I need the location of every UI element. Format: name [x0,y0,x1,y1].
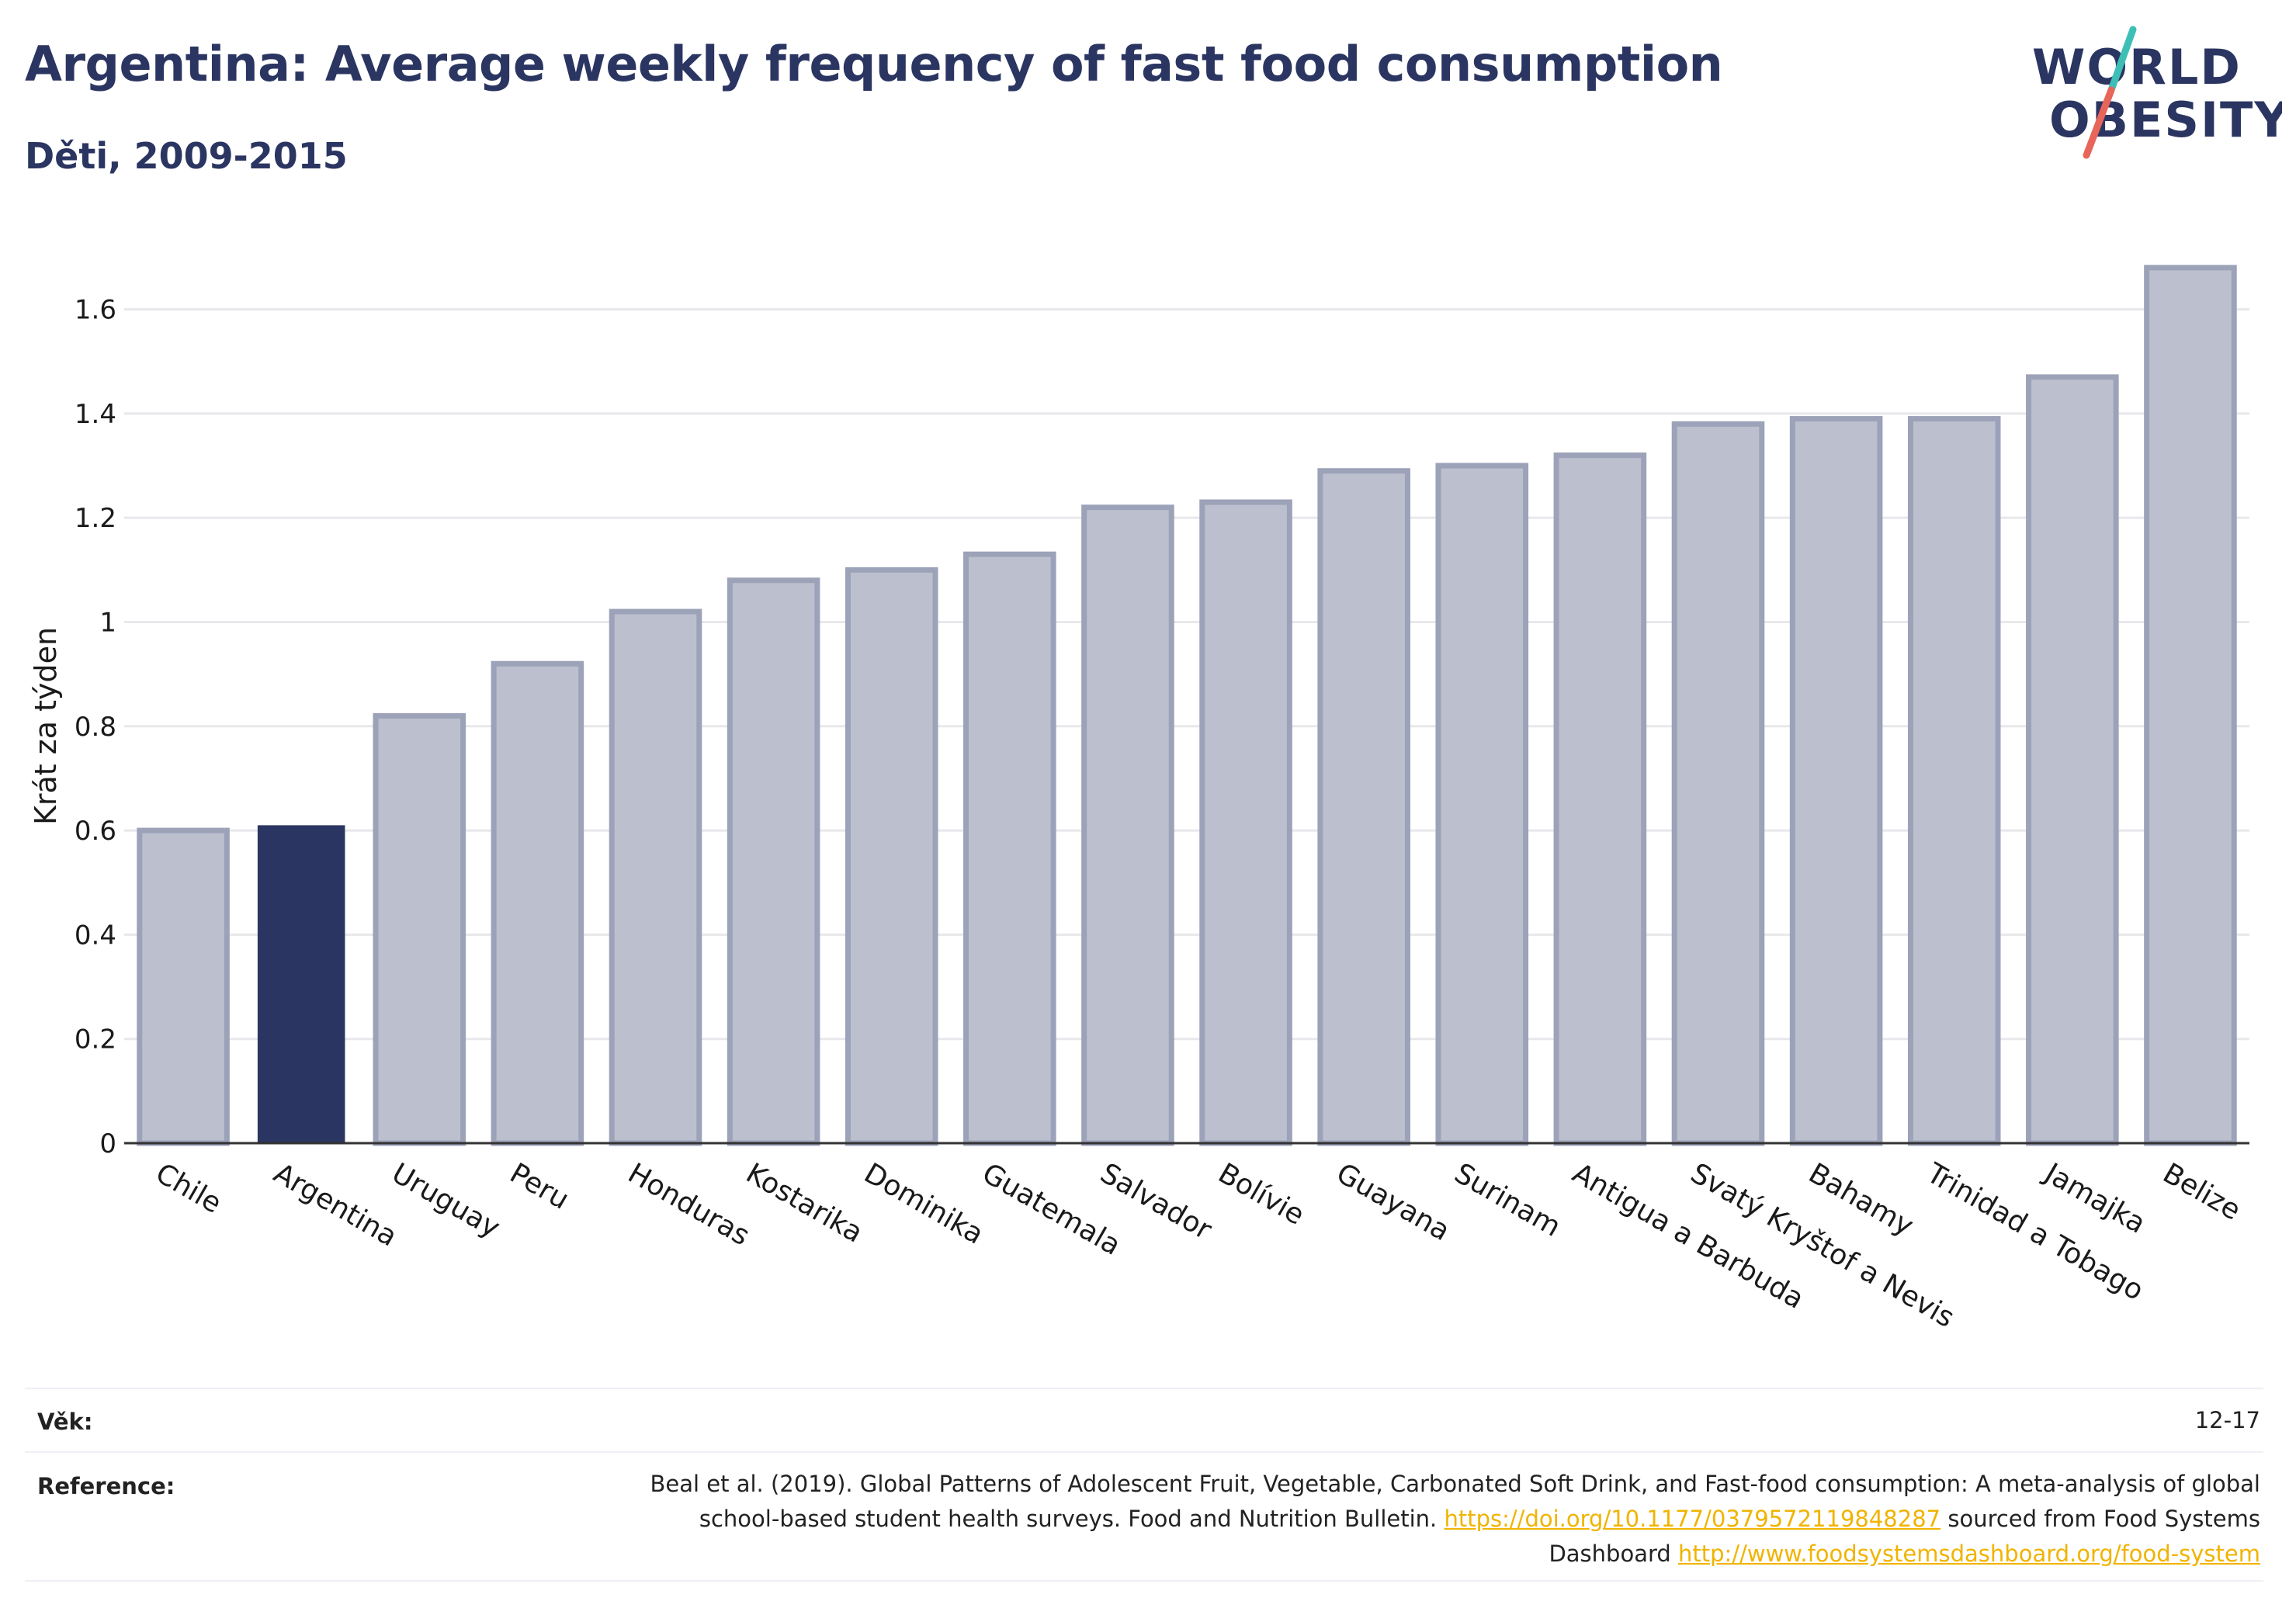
y-tick-label: 0.4 [75,920,116,951]
logo-slash-coral [2083,86,2115,159]
bar-jamajka[interactable] [2026,374,2119,1146]
world-obesity-logo: WORLD OBESITY [2032,26,2282,159]
age-value: 12-17 [2194,1407,2260,1433]
x-tick-label: Trinidad a Tobago [1920,1157,2149,1307]
reference-text: Beal et al. (2019). Global Patterns of A… [630,1467,2260,1572]
y-tick-label: 1.2 [75,503,116,534]
x-tick-label: Bolívie [1213,1157,1310,1232]
x-tick-label: Uruguay [387,1157,505,1244]
footer-divider-top [25,1388,2263,1389]
chart-title: Argentina: Average weekly frequency of f… [25,36,1723,92]
y-tick-labels: 0 0.2 0.4 0.6 0.8 1 1.2 1.4 1.6 [75,295,116,1159]
x-tick-label: Chile [151,1157,227,1220]
bar-guayana[interactable] [1317,468,1410,1146]
bar-surinam[interactable] [1435,463,1529,1146]
logo-word-world: WORLD [2032,39,2242,95]
reference-citation: Beal et al. (2019). Global Patterns of A… [650,1471,2260,1532]
logo-slash-teal [2107,26,2137,94]
grid-lines [124,308,2249,1041]
bar-bolívie[interactable] [1199,499,1292,1146]
x-tick-label: Honduras [623,1157,754,1252]
bar-peru[interactable] [491,660,584,1146]
x-tick-label: Guayana [1331,1157,1455,1247]
bar-guatemala[interactable] [963,551,1056,1146]
age-label: Věk: [37,1409,93,1435]
footer-divider-bottom [25,1580,2263,1582]
logo-word-obesity: OBESITY [2049,92,2282,148]
bar-chile[interactable] [137,827,230,1146]
bar-honduras[interactable] [609,608,702,1146]
bars [137,265,2237,1146]
bar-belize[interactable] [2144,265,2237,1146]
x-tick-label: Surinam [1449,1157,1566,1243]
bar-bahamy[interactable] [1789,416,1883,1146]
bar-uruguay[interactable] [373,712,466,1146]
reference-dashboard-link[interactable]: http://www.foodsystemsdashboard.org/food… [1678,1541,2260,1567]
bar-dominika[interactable] [845,567,938,1146]
bar-kostarika[interactable] [727,577,820,1146]
bar-svatý-kryštof-a-nevis[interactable] [1671,421,1765,1146]
footer-divider-middle [25,1451,2263,1453]
x-tick-label: Belize [2157,1157,2246,1226]
chart-subtitle: Děti, 2009-2015 [25,135,348,177]
y-tick-label: 1 [99,607,116,638]
x-tick-label: Peru [505,1157,574,1216]
bar-argentina[interactable] [257,825,345,1143]
y-tick-label: 0.2 [75,1024,116,1055]
reference-label: Reference: [37,1473,175,1499]
y-tick-label: 0 [99,1128,116,1159]
bar-chart: 0 0.2 0.4 0.6 0.8 1 1.2 1.4 1.6 Chile ArgentinaUr… [29,265,2249,1334]
y-tick-label: 0.8 [75,712,116,743]
bar-trinidad-a-tobago[interactable] [1907,416,2001,1146]
bar-antigua-a-barbuda[interactable] [1553,452,1647,1146]
reference-doi-link[interactable]: https://doi.org/10.1177/0379572119848287 [1444,1506,1941,1532]
y-tick-label: 0.6 [75,816,116,847]
y-axis-label: Krát za týden [29,627,63,825]
y-tick-label: 1.4 [75,399,116,430]
bar-salvador[interactable] [1081,504,1174,1146]
y-tick-label: 1.6 [75,295,116,326]
x-tick-label: Dominika [858,1157,989,1250]
reference-source-text: sourced from Food Systems Dashboard [1549,1506,2260,1567]
x-tick-label: Argentina [269,1157,403,1253]
x-tick-label: Kostarika [740,1157,868,1249]
